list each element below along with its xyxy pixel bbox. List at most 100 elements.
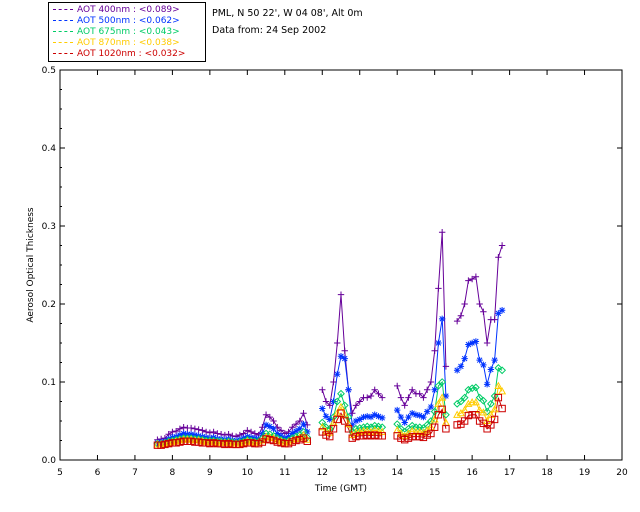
data-point-marker <box>266 423 274 430</box>
data-point-marker <box>269 433 278 442</box>
data-point-marker <box>498 366 507 375</box>
data-point-marker <box>397 394 405 401</box>
series-line <box>321 294 383 415</box>
data-point-marker <box>345 386 352 393</box>
data-point-marker <box>236 440 244 449</box>
data-point-marker <box>420 394 427 401</box>
data-point-marker <box>206 429 214 436</box>
series-line <box>456 309 503 385</box>
data-point-marker <box>483 407 492 416</box>
data-point-marker <box>322 413 330 420</box>
data-point-marker <box>348 434 356 442</box>
data-point-marker <box>318 418 327 427</box>
legend-label: AOT 400nm : <0.089> <box>77 5 180 15</box>
data-point-marker <box>247 439 255 447</box>
data-point-marker <box>490 405 499 413</box>
data-point-marker <box>221 440 229 449</box>
data-point-marker <box>292 420 300 428</box>
data-point-marker <box>453 421 461 429</box>
data-point-marker <box>486 410 495 418</box>
data-point-marker <box>214 430 221 437</box>
data-point-marker <box>266 436 274 444</box>
data-point-marker <box>325 424 334 433</box>
data-point-marker <box>370 426 379 434</box>
data-point-marker <box>490 415 499 424</box>
data-point-marker <box>394 406 401 414</box>
data-point-marker <box>266 413 274 421</box>
data-point-marker <box>480 361 487 369</box>
data-point-marker <box>416 390 423 397</box>
data-point-marker <box>468 275 476 283</box>
data-point-marker <box>498 387 507 395</box>
data-point-marker <box>191 425 199 432</box>
data-point-marker <box>486 399 495 408</box>
data-point-marker <box>453 317 461 325</box>
data-point-marker <box>359 432 368 440</box>
y-tick-label: 0.3 <box>42 222 56 232</box>
data-point-marker <box>337 291 345 298</box>
data-point-marker <box>209 437 218 446</box>
data-point-marker <box>363 426 372 435</box>
data-point-marker <box>300 420 307 428</box>
x-tick-label: 15 <box>429 468 440 478</box>
data-point-marker <box>180 430 187 437</box>
data-point-marker <box>375 413 382 420</box>
data-point-marker <box>352 417 360 425</box>
data-point-marker <box>427 403 435 411</box>
series-line <box>456 367 503 413</box>
data-point-marker <box>199 427 206 434</box>
data-point-marker <box>378 427 387 435</box>
data-point-marker <box>498 242 506 249</box>
data-point-marker <box>442 425 450 433</box>
data-point-marker <box>180 424 187 431</box>
data-point-marker <box>487 421 495 429</box>
y-tick-label: 0.0 <box>42 456 57 466</box>
data-point-marker <box>270 417 277 425</box>
data-point-marker <box>206 439 214 448</box>
data-point-marker <box>329 425 338 433</box>
x-tick-label: 7 <box>132 468 138 478</box>
data-point-marker <box>430 423 439 431</box>
data-point-marker <box>277 427 285 434</box>
data-point-marker <box>292 436 300 445</box>
data-point-marker <box>359 423 368 432</box>
x-tick-label: 5 <box>57 468 63 478</box>
legend: AOT 400nm : <0.089> AOT 500nm : <0.062> … <box>48 2 206 62</box>
data-point-marker <box>364 413 371 420</box>
data-point-marker <box>412 411 420 418</box>
data-point-marker <box>405 394 412 401</box>
data-point-marker <box>483 416 492 425</box>
data-point-marker <box>333 397 342 406</box>
data-point-marker <box>296 417 303 425</box>
x-tick-label: 11 <box>279 468 290 478</box>
data-point-marker <box>371 411 378 418</box>
data-point-marker <box>456 397 465 406</box>
data-point-marker <box>423 408 431 415</box>
data-point-marker <box>176 438 184 446</box>
data-point-marker <box>412 432 420 441</box>
data-point-marker <box>468 411 476 419</box>
data-point-marker <box>397 413 405 421</box>
data-point-marker <box>340 401 349 410</box>
series-line <box>456 384 503 423</box>
data-point-marker <box>281 439 289 448</box>
data-point-marker <box>435 285 442 292</box>
data-point-marker <box>273 438 282 446</box>
data-point-marker <box>341 417 349 425</box>
data-point-marker <box>416 412 423 419</box>
legend-swatch <box>53 31 73 32</box>
data-point-marker <box>457 363 465 370</box>
data-point-marker <box>431 347 438 354</box>
data-point-marker <box>191 438 199 446</box>
data-point-marker <box>378 432 386 440</box>
legend-swatch <box>53 20 73 21</box>
data-point-marker <box>460 417 469 425</box>
data-point-marker <box>296 425 303 432</box>
legend-label: AOT 1020nm : <0.032> <box>77 49 186 59</box>
data-point-marker <box>326 402 333 409</box>
x-tick-label: 6 <box>95 468 101 478</box>
data-point-marker <box>251 439 259 448</box>
data-point-marker <box>442 392 450 400</box>
legend-item-1020nm: AOT 1020nm : <0.032> <box>53 49 185 60</box>
data-point-marker <box>161 440 169 449</box>
